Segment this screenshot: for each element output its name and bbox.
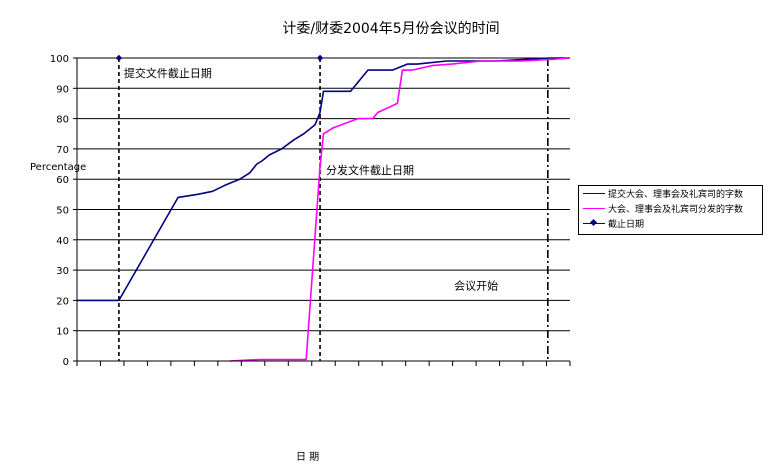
legend: 提交大会、理事会及礼宾司的字数 大会、理事会及礼宾司分发的字数 截止日期	[578, 185, 763, 235]
legend-label: 提交大会、理事会及礼宾司的字数	[608, 190, 744, 200]
x-axis-label: 日 期	[296, 452, 320, 463]
y-tick-label: 30	[56, 266, 69, 277]
legend-swatch-deadline	[583, 218, 605, 227]
y-tick-label: 0	[63, 357, 69, 368]
y-tick-label: 100	[50, 54, 69, 65]
deadline-marker	[115, 54, 123, 62]
series-line-submitted	[77, 57, 570, 302]
y-axis-label: Percentage	[30, 162, 87, 173]
y-tick-label: 10	[56, 327, 69, 338]
y-tick-label: 60	[56, 175, 69, 186]
y-tick-label: 20	[56, 296, 69, 307]
legend-item-deadline: 截止日期	[579, 216, 762, 231]
chart-title: 计委/财委2004年5月份会议的时间	[282, 21, 500, 37]
annotation-label: 会议开始	[454, 278, 498, 292]
y-tick-labels: 0 10 20 30 40 50 60 70 80 90 100	[50, 54, 69, 368]
annotation-label: 提交文件截止日期	[124, 66, 212, 80]
series-lines	[77, 57, 571, 362]
series-line-distributed	[229, 57, 571, 362]
diamond-marker-icon	[589, 218, 598, 227]
legend-label: 截止日期	[608, 220, 645, 230]
axes	[73, 57, 571, 366]
y-tick-label: 40	[56, 236, 69, 247]
y-tick-label: 80	[56, 115, 69, 126]
gridlines	[77, 57, 570, 332]
legend-swatch-magenta	[583, 208, 605, 209]
deadline-lines	[115, 54, 549, 361]
legend-item-distributed: 大会、理事会及礼宾司分发的字数	[579, 201, 762, 216]
legend-swatch-navy	[583, 193, 605, 194]
deadline-marker	[316, 54, 324, 62]
y-tick-label: 70	[56, 145, 69, 156]
y-tick-label: 50	[56, 206, 69, 217]
legend-label: 大会、理事会及礼宾司分发的字数	[608, 205, 744, 215]
annotation-label: 分发文件截止日期	[326, 163, 414, 177]
legend-item-submitted: 提交大会、理事会及礼宾司的字数	[579, 186, 762, 201]
y-tick-label: 90	[56, 84, 69, 95]
